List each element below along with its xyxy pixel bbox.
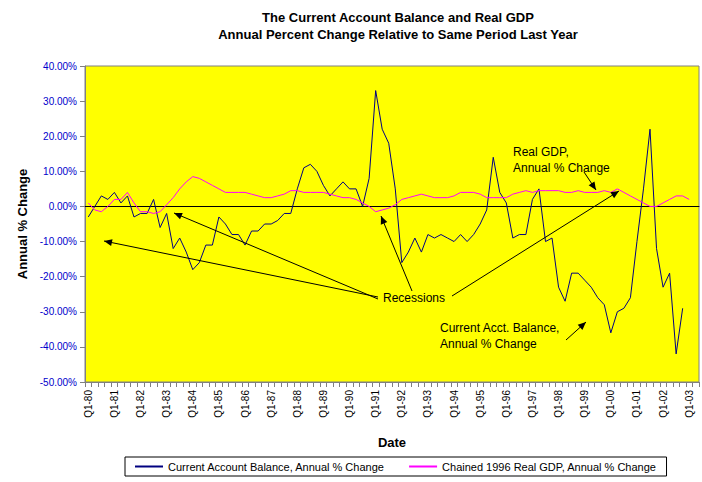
svg-text:-20.00%: -20.00% (40, 271, 77, 282)
svg-text:Q1-89: Q1-89 (318, 390, 329, 418)
svg-text:Q1-99: Q1-99 (579, 390, 590, 418)
svg-text:Date: Date (378, 435, 406, 450)
svg-text:Chained 1996 Real GDP, Annual: Chained 1996 Real GDP, Annual % Change (442, 461, 656, 473)
svg-text:Q1-96: Q1-96 (501, 390, 512, 418)
svg-text:Q1-94: Q1-94 (449, 390, 460, 418)
svg-text:Current Acct. Balance,: Current Acct. Balance, (440, 321, 559, 335)
svg-text:Q1-86: Q1-86 (240, 390, 251, 418)
svg-text:Q1-98: Q1-98 (553, 390, 564, 418)
svg-text:Q1-84: Q1-84 (187, 390, 198, 418)
svg-text:Current Account Balance, Annua: Current Account Balance, Annual % Change (168, 461, 384, 473)
svg-text:Q1-87: Q1-87 (266, 390, 277, 418)
svg-text:The Current Account Balance an: The Current Account Balance and Real GDP (262, 10, 534, 25)
svg-text:Q1-85: Q1-85 (213, 390, 224, 418)
svg-text:Annual % Change: Annual % Change (15, 169, 30, 280)
svg-text:Q1-93: Q1-93 (422, 390, 433, 418)
svg-text:Recessions: Recessions (383, 291, 445, 305)
svg-text:30.00%: 30.00% (43, 96, 77, 107)
svg-text:0.00%: 0.00% (49, 201, 77, 212)
svg-text:Real GDP,: Real GDP, (513, 145, 569, 159)
svg-text:Q1-81: Q1-81 (109, 390, 120, 418)
svg-text:20.00%: 20.00% (43, 131, 77, 142)
svg-text:Q1-92: Q1-92 (396, 390, 407, 418)
svg-text:Q1-97: Q1-97 (527, 390, 538, 418)
svg-text:Q1-82: Q1-82 (135, 390, 146, 418)
svg-text:Q1-90: Q1-90 (344, 390, 355, 418)
svg-text:Annual Percent Change Relative: Annual Percent Change Relative to Same P… (218, 27, 578, 42)
svg-text:Q1-00: Q1-00 (605, 390, 616, 418)
svg-text:Q1-01: Q1-01 (631, 390, 642, 418)
svg-text:Q1-95: Q1-95 (475, 390, 486, 418)
svg-text:-10.00%: -10.00% (40, 236, 77, 247)
svg-text:Q1-02: Q1-02 (658, 390, 669, 418)
svg-text:40.00%: 40.00% (43, 61, 77, 72)
svg-text:Q1-91: Q1-91 (370, 390, 381, 418)
svg-text:Annual % Change: Annual % Change (440, 337, 537, 351)
svg-text:Q1-80: Q1-80 (83, 390, 94, 418)
svg-text:Q1-88: Q1-88 (292, 390, 303, 418)
svg-text:-40.00%: -40.00% (40, 341, 77, 352)
svg-text:-30.00%: -30.00% (40, 306, 77, 317)
svg-text:Q1-83: Q1-83 (161, 390, 172, 418)
svg-text:-50.00%: -50.00% (40, 377, 77, 388)
svg-text:Q1-03: Q1-03 (684, 390, 695, 418)
svg-text:Annual % Change: Annual % Change (513, 161, 610, 175)
svg-text:10.00%: 10.00% (43, 166, 77, 177)
